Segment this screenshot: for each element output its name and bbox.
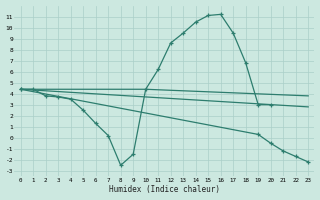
X-axis label: Humidex (Indice chaleur): Humidex (Indice chaleur) <box>109 185 220 194</box>
